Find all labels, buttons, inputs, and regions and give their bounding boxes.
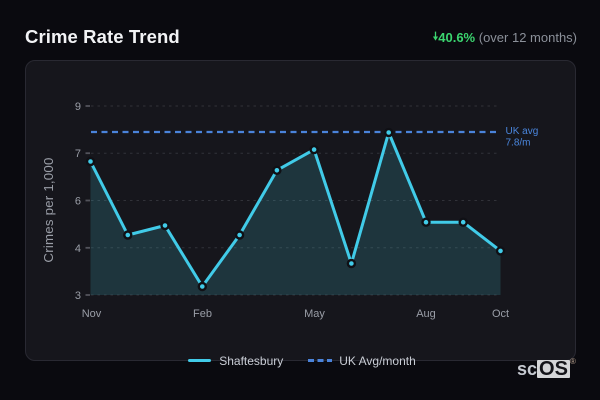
svg-text:7.8/m: 7.8/m — [506, 138, 531, 149]
svg-text:7: 7 — [75, 148, 81, 160]
svg-text:Crimes per 1,000: Crimes per 1,000 — [41, 157, 56, 262]
svg-text:May: May — [304, 308, 325, 320]
svg-text:9: 9 — [75, 101, 81, 113]
svg-text:Oct: Oct — [492, 308, 509, 320]
svg-text:3: 3 — [75, 290, 81, 302]
svg-text:UK avg: UK avg — [506, 126, 539, 137]
svg-text:Nov: Nov — [82, 308, 102, 320]
svg-text:6: 6 — [75, 196, 81, 208]
svg-text:Aug: Aug — [416, 308, 436, 320]
svg-text:Feb: Feb — [193, 308, 212, 320]
svg-text:4: 4 — [75, 243, 81, 255]
